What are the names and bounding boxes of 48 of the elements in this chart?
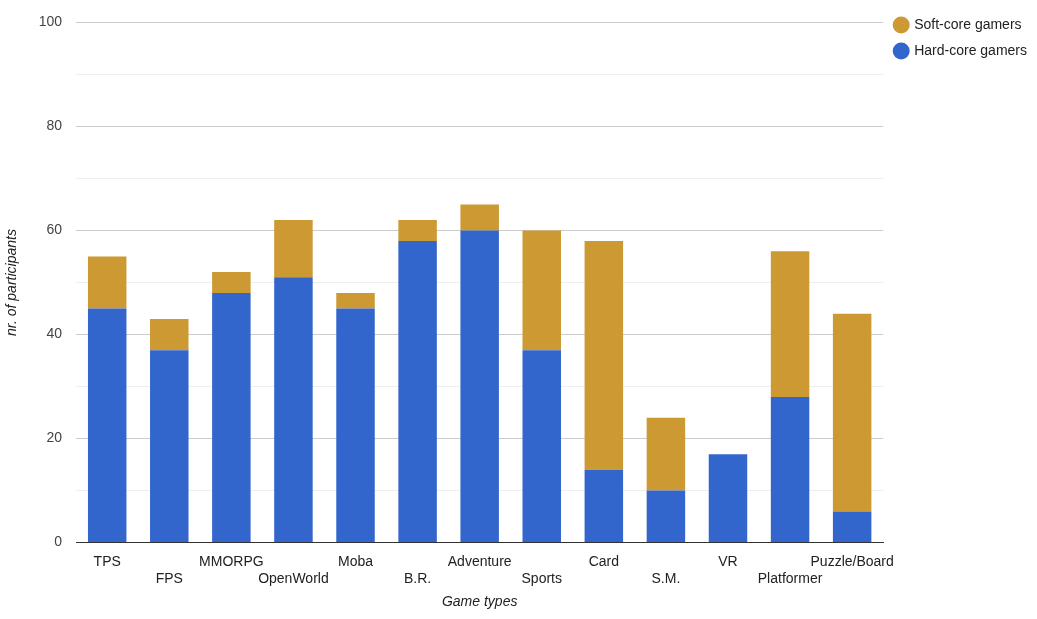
legend-label: Soft-core gamers — [914, 15, 1022, 32]
x-tick-label: B.R. — [403, 569, 432, 586]
bar — [212, 292, 251, 543]
x-tick-label: FPS — [155, 569, 183, 586]
bar — [832, 511, 872, 543]
bar — [274, 220, 313, 278]
bar — [274, 277, 313, 543]
bar — [398, 240, 437, 543]
x-tick-label: MMORPG — [199, 552, 264, 569]
x-tick-label: Platformer — [757, 569, 823, 586]
y-tick-label: 60 — [46, 221, 63, 238]
x-tick-label: Card — [588, 552, 620, 569]
bar — [708, 454, 748, 543]
bar — [522, 230, 561, 351]
bar — [460, 204, 499, 231]
y-axis-title: nr. of participants — [3, 229, 20, 336]
x-axis-title: Game types — [441, 593, 518, 610]
x-tick-label: OpenWorld — [258, 569, 329, 586]
x-tick-label: TPS — [93, 552, 121, 569]
bar — [832, 313, 872, 512]
bar — [150, 350, 189, 543]
bar — [522, 350, 561, 543]
bar — [646, 417, 686, 491]
x-tick-label: Moba — [338, 552, 374, 569]
bar — [336, 308, 375, 543]
bar — [87, 256, 127, 309]
bar — [460, 230, 499, 543]
bar — [398, 220, 437, 241]
x-tick-label: VR — [718, 552, 738, 569]
x-tick-label: Puzzle/Board — [810, 552, 894, 569]
y-tick-label: 100 — [38, 13, 63, 30]
bar — [584, 469, 624, 543]
x-tick-label: Sports — [521, 569, 562, 586]
bar — [150, 318, 189, 351]
x-tick-label: S.M. — [651, 569, 681, 586]
y-tick-label: 0 — [54, 533, 63, 550]
y-tick-label: 20 — [46, 429, 63, 446]
bar — [770, 396, 810, 543]
bar — [646, 490, 686, 543]
bar — [770, 251, 810, 397]
bar — [584, 240, 624, 470]
y-tick-label: 40 — [46, 325, 63, 342]
bar — [212, 272, 251, 293]
bar — [87, 308, 127, 543]
bar — [336, 292, 375, 309]
y-tick-label: 80 — [46, 117, 63, 134]
x-tick-label: Adventure — [447, 552, 512, 569]
legend-label: Hard-core gamers — [914, 41, 1028, 58]
